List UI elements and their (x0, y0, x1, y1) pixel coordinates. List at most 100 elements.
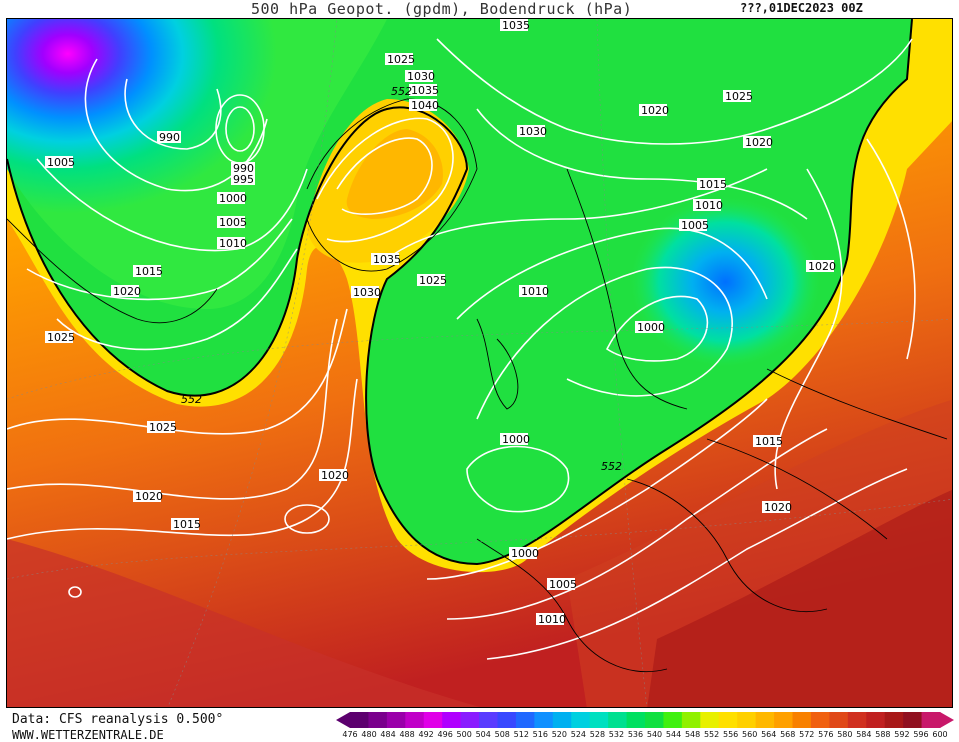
coastline-britain (476, 318, 519, 410)
isobar-label: 1020 (743, 136, 773, 149)
isobar-line (124, 78, 222, 150)
contour-label-552: 552 (391, 85, 412, 98)
isobar-ring (225, 106, 255, 152)
isobar-line (456, 227, 768, 320)
isobar-label: 1010 (536, 613, 566, 626)
svg-text:1015: 1015 (173, 518, 201, 531)
isobar-label: 1000 (509, 547, 539, 560)
legend-tick-label: 524 (570, 730, 587, 739)
svg-text:1035: 1035 (411, 84, 439, 97)
isobar-label: 1005 (45, 156, 75, 169)
isobar-line (476, 108, 808, 220)
isobar-label: 1010 (693, 199, 723, 212)
legend-swatch (847, 712, 867, 728)
legend-swatch (774, 712, 793, 728)
isobar-label: 995 (231, 173, 255, 186)
isobar-labels: 1035 1025 1030 1035 1040 1030 1020 1025 … (45, 19, 836, 626)
legend-tick-label: 600 (932, 730, 948, 739)
graticule-line (596, 19, 648, 707)
legend-tick-label: 512 (513, 730, 529, 739)
legend-tick-label: 592 (894, 730, 910, 739)
svg-text:1015: 1015 (755, 435, 783, 448)
coastline-italy-balkans (626, 478, 828, 612)
svg-text:1005: 1005 (681, 219, 709, 232)
legend-tick-label: 480 (361, 730, 377, 739)
svg-text:552: 552 (601, 460, 622, 473)
svg-text:1025: 1025 (419, 274, 447, 287)
svg-text:1030: 1030 (353, 286, 381, 299)
isobar-line (446, 428, 828, 620)
legend-tick-label: 580 (837, 730, 853, 739)
coastlines (7, 98, 948, 672)
isobar-label: 1005 (547, 578, 577, 591)
legend-swatch (810, 712, 830, 728)
svg-text:1020: 1020 (745, 136, 773, 149)
isobar-line (336, 137, 433, 215)
svg-text:552: 552 (181, 393, 202, 406)
isobar-line (36, 158, 308, 252)
legend-tick-label: 516 (532, 730, 548, 739)
legend-swatch (792, 712, 812, 728)
svg-text:1010: 1010 (695, 199, 723, 212)
svg-text:990: 990 (159, 131, 180, 144)
legend-swatch (442, 712, 462, 728)
legend-swatch (423, 712, 443, 728)
legend-tick-label: 476 (342, 730, 358, 739)
isobar-line (316, 117, 454, 243)
isobar-label: 1005 (217, 216, 247, 229)
svg-text:1010: 1010 (219, 237, 247, 250)
legend-swatch (829, 712, 849, 728)
map-canvas: 1035 1025 1030 1035 1040 1030 1020 1025 … (7, 19, 952, 707)
svg-text:1025: 1025 (47, 331, 75, 344)
run-timestamp: ???,01DEC2023 00Z (740, 1, 863, 15)
footer-bar: Data: CFS reanalysis 0.500° WWW.WETTERZE… (0, 708, 959, 742)
legend-arrow-right (940, 712, 954, 728)
legend-swatch (460, 712, 480, 728)
legend-swatch (737, 712, 757, 728)
website-text: WWW.WETTERZENTRALE.DE (12, 728, 164, 742)
legend-swatch (718, 712, 738, 728)
legend-tick-label: 508 (494, 730, 510, 739)
svg-text:552: 552 (391, 85, 412, 98)
contour-label-552: 552 (601, 460, 622, 473)
svg-text:1040: 1040 (411, 99, 439, 112)
legend-tick-label: 496 (437, 730, 453, 739)
legend-swatch (479, 712, 498, 728)
legend-tick-label: 520 (551, 730, 567, 739)
legend-swatch (921, 712, 941, 728)
svg-text:1030: 1030 (519, 125, 547, 138)
isobar-label: 1025 (417, 274, 447, 287)
isobar-label: 1020 (111, 285, 141, 298)
legend-tick-label: 568 (780, 730, 796, 739)
isobar-label: 1015 (133, 265, 163, 278)
svg-text:1020: 1020 (113, 285, 141, 298)
legend-swatch (515, 712, 535, 728)
deep-red-band-sw (7, 539, 481, 707)
legend-tick-label: 552 (703, 730, 720, 739)
coastline-scandinavia (566, 168, 688, 410)
legend-swatch (571, 712, 591, 728)
isobar-label: 1035 (409, 84, 439, 97)
legend-tick-label: 584 (856, 730, 872, 739)
legend-swatch (350, 712, 369, 728)
svg-text:1020: 1020 (321, 469, 349, 482)
svg-text:1025: 1025 (387, 53, 415, 66)
svg-text:1000: 1000 (511, 547, 539, 560)
svg-text:1005: 1005 (47, 156, 75, 169)
isobar-label: 990 (231, 162, 255, 175)
svg-text:1010: 1010 (521, 285, 549, 298)
legend-tick-label: 500 (456, 730, 472, 739)
isobar-line (7, 308, 348, 435)
legend-swatch (755, 712, 775, 728)
legend-swatch (700, 712, 720, 728)
isobar-line (84, 58, 268, 192)
legend-tick-label: 532 (608, 730, 625, 739)
legend-tick-label: 528 (589, 730, 606, 739)
svg-text:1020: 1020 (808, 260, 836, 273)
legend-swatch (552, 712, 572, 728)
legend-swatch (626, 712, 646, 728)
legend-tick-label: 564 (761, 730, 777, 739)
isobar-label: 1020 (762, 501, 792, 514)
graticule (7, 19, 952, 707)
legend-swatch (405, 712, 425, 728)
